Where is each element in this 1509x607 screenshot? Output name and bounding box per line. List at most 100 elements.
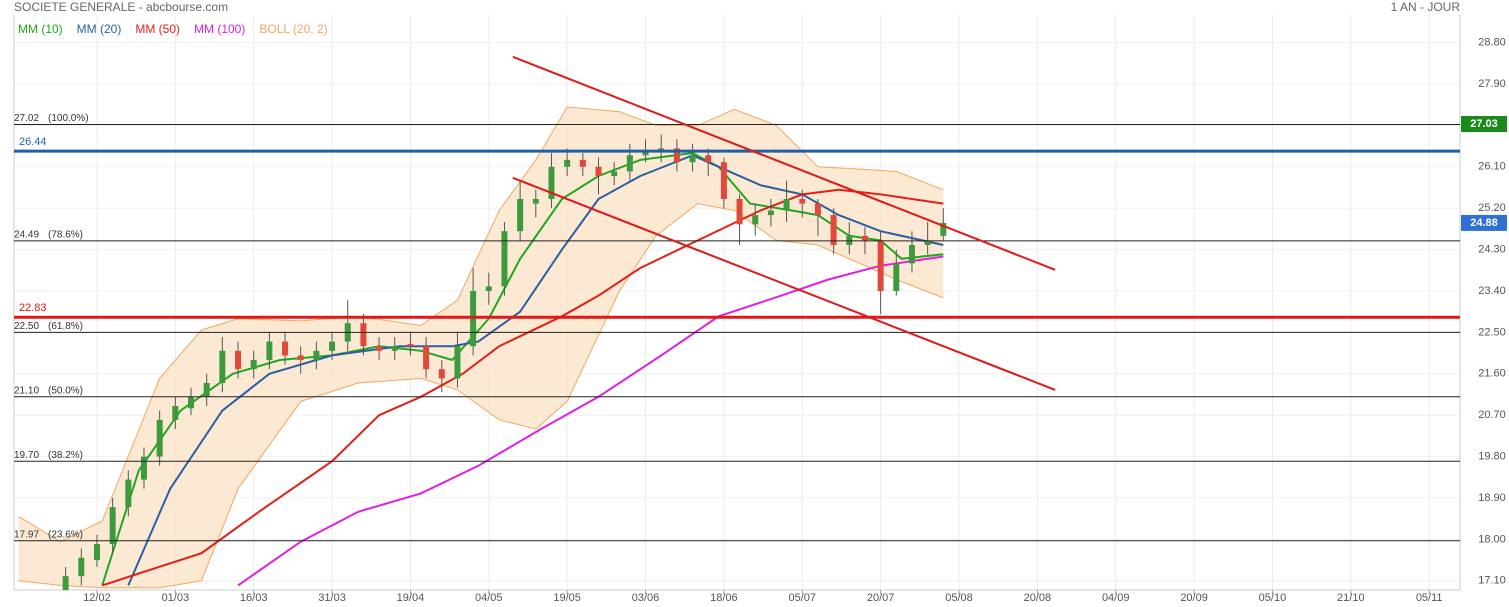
chart-title: SOCIETE GENERALE - abcbourse.com: [14, 0, 228, 14]
y-tick-label: 24.30: [1478, 244, 1506, 256]
x-tick-label: 20/08: [1024, 592, 1052, 604]
candle-body: [485, 286, 492, 291]
x-tick-label: 31/03: [318, 592, 346, 604]
candle-body: [861, 235, 868, 241]
candle-body: [611, 171, 618, 176]
bollinger-line: [18, 106, 944, 543]
candle-body: [767, 210, 774, 216]
candle-body: [62, 576, 69, 590]
candle-body: [156, 419, 163, 457]
candle-body: [517, 199, 524, 232]
candle-body: [673, 148, 680, 163]
candle-body: [548, 166, 555, 199]
x-tick-label: 12/02: [83, 592, 111, 604]
y-tick-label: 20.70: [1478, 409, 1506, 421]
candle-body: [454, 346, 461, 379]
candle-body: [360, 323, 367, 347]
bollinger-band: [18, 107, 944, 588]
price-tag: [1461, 214, 1507, 231]
y-tick-label: 18.90: [1478, 492, 1506, 504]
y-tick-label: 23.40: [1478, 285, 1506, 297]
candle-body: [814, 203, 821, 216]
candle-body: [297, 355, 304, 360]
x-tick-label: 16/03: [240, 592, 268, 604]
candle-body: [893, 263, 900, 291]
period-label: 1 AN - JOUR: [1391, 0, 1461, 14]
candle-body: [109, 507, 116, 544]
x-tick-label: 19/04: [397, 592, 425, 604]
level-ratio: (38.2%): [48, 450, 83, 461]
candle-body: [564, 159, 571, 167]
candle-body: [799, 199, 806, 204]
trendline: [512, 176, 1056, 391]
x-tick-label: 03/06: [632, 592, 660, 604]
legend-entry: MM (20): [77, 22, 122, 36]
x-tick-label: 20/09: [1180, 592, 1208, 604]
candle-body: [924, 240, 931, 245]
candle-body: [532, 199, 539, 204]
candle-body: [313, 350, 320, 360]
x-tick-label: 21/10: [1337, 592, 1365, 604]
x-tick-label: 20/07: [867, 592, 895, 604]
candle-body: [391, 346, 398, 351]
candle-body: [125, 479, 132, 508]
candle-body: [250, 360, 257, 370]
x-tick-label: 05/11: [1416, 592, 1443, 604]
y-tick-label: 19.80: [1478, 451, 1506, 463]
x-tick-label: 04/09: [1102, 592, 1130, 604]
candle-body: [423, 346, 430, 370]
candle-body: [329, 341, 336, 351]
x-tick-label: 05/08: [945, 592, 973, 604]
candle-body: [830, 215, 837, 245]
level-label: 24.49: [14, 230, 39, 241]
x-tick-label: 01/03: [162, 592, 190, 604]
candle-body: [626, 155, 633, 172]
candle-body: [705, 155, 712, 163]
candle-body: [219, 350, 226, 383]
candle-body: [940, 222, 947, 236]
x-tick-label: 19/05: [553, 592, 581, 604]
trendline: [512, 55, 1056, 271]
candle-body: [595, 166, 602, 176]
candle-body: [78, 557, 85, 577]
level-ratio: (100.0%): [48, 113, 89, 124]
candle-body: [642, 150, 649, 156]
y-tick-label: 17.10: [1478, 575, 1506, 587]
y-tick-label: 25.20: [1478, 202, 1506, 214]
candle-body: [376, 346, 383, 351]
level-ratio: (78.6%): [48, 230, 83, 241]
candle-body: [908, 245, 915, 264]
candle-body: [93, 544, 100, 561]
price-tag-label: 27.03: [1470, 118, 1498, 130]
candle-body: [783, 199, 790, 211]
legend-entry: BOLL (20, 2): [259, 22, 327, 36]
candle-body: [140, 456, 147, 480]
level-ratio: (23.6%): [48, 529, 83, 540]
candle-body: [188, 396, 195, 409]
candle-body: [203, 383, 210, 397]
y-tick-label: 26.10: [1478, 161, 1506, 173]
candle-body: [501, 231, 508, 287]
candle-body: [172, 406, 179, 420]
level-ratio: (50.0%): [48, 385, 83, 396]
candle-body: [579, 159, 586, 167]
candle-body: [720, 162, 727, 199]
candle-body: [266, 341, 273, 360]
support-label: 26.44: [19, 136, 47, 148]
candle-body: [282, 341, 289, 356]
y-tick-label: 27.90: [1478, 78, 1506, 90]
level-label: 21.10: [14, 385, 39, 396]
x-tick-label: 05/10: [1259, 592, 1287, 604]
candle-body: [752, 215, 759, 225]
level-ratio: (61.8%): [48, 321, 83, 332]
y-tick-label: 28.80: [1478, 37, 1506, 49]
price-tag-label: 24.88: [1470, 217, 1498, 229]
price-tag: [1461, 116, 1507, 133]
x-tick-label: 04/05: [475, 592, 503, 604]
x-tick-label: 18/06: [710, 592, 738, 604]
legend-entry: MM (50): [135, 22, 180, 36]
candle-body: [877, 240, 884, 291]
y-tick-label: 22.50: [1478, 326, 1506, 338]
